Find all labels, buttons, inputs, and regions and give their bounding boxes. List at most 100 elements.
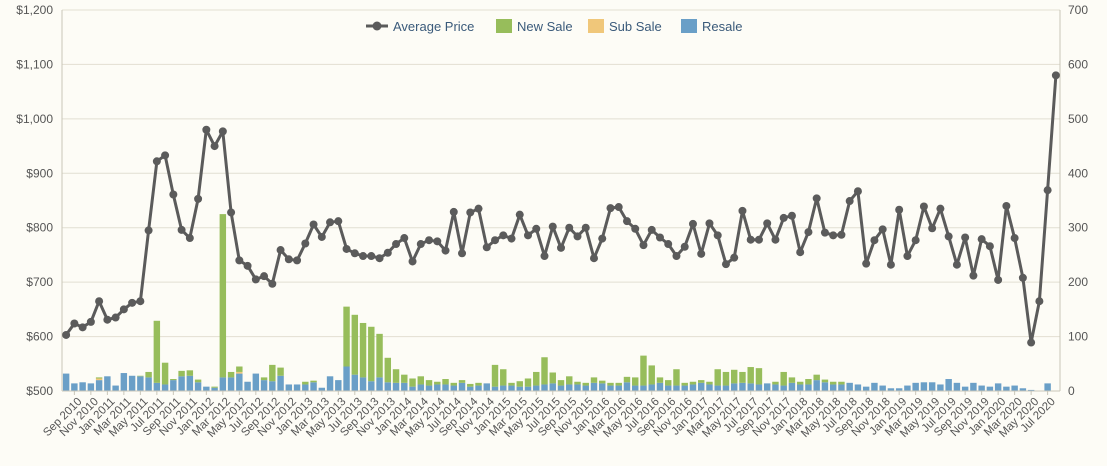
new-sale-bar (211, 386, 218, 388)
average-price-point (128, 298, 137, 307)
new-sale-bar (442, 379, 449, 385)
new-sale-bar (409, 378, 416, 387)
average-price-point (458, 249, 467, 258)
average-price-point (210, 142, 219, 151)
average-price-point (177, 225, 186, 234)
average-price-point (383, 248, 392, 257)
resale-bar (409, 386, 416, 391)
average-price-point (515, 210, 524, 219)
resale-bar (417, 384, 425, 391)
plot-area (62, 10, 1060, 391)
resale-bar (434, 384, 441, 391)
average-price-point (911, 236, 920, 245)
resale-bar (120, 373, 128, 391)
new-sale-bar (772, 381, 779, 385)
average-price-point (474, 204, 483, 213)
average-price-point (631, 224, 640, 233)
resale-bar (203, 386, 210, 391)
average-price-point (491, 236, 500, 245)
resale-bar (937, 384, 944, 391)
resale-bar (739, 382, 746, 391)
average-price-point (977, 235, 986, 244)
new-sale-bar (590, 377, 598, 383)
average-price-point (309, 220, 318, 229)
new-sale-bar (153, 320, 161, 383)
average-price-point (416, 240, 425, 249)
new-sale-bar (392, 369, 400, 383)
new-sale-bar (780, 371, 787, 386)
resale-bar (961, 386, 969, 391)
resale-bar (821, 382, 829, 391)
new-sale-bar (219, 214, 227, 378)
new-sale-bar (475, 382, 482, 386)
resale-bar (763, 383, 771, 391)
resale-bar (368, 381, 375, 391)
resale-bar (665, 385, 672, 391)
average-price-point (655, 233, 664, 242)
resale-bar (351, 374, 359, 391)
resale-bar (813, 380, 820, 391)
average-price-point (375, 254, 384, 263)
new-sale-bar (739, 371, 746, 383)
resale-bar (458, 382, 466, 391)
average-price-point (350, 249, 359, 258)
resale-bar (376, 377, 383, 391)
average-price-point (293, 256, 302, 265)
average-price-point (903, 252, 912, 261)
average-price-point (540, 252, 549, 261)
new-sale-bar (467, 383, 474, 387)
resale-bar (137, 376, 144, 391)
average-price-point (919, 202, 928, 211)
y-left-tick-label: $600 (26, 330, 53, 344)
legend-color-swatch (496, 19, 512, 33)
average-price-point (251, 275, 260, 284)
resale-bar (904, 385, 911, 391)
average-price-point (738, 206, 747, 215)
new-sale-bar (170, 379, 177, 381)
resale-bar (302, 384, 309, 391)
y-right-tick-label: 400 (1068, 166, 1088, 180)
legend-marker-swatch (372, 21, 382, 31)
resale-bar (244, 381, 251, 391)
new-sale-bar (194, 379, 202, 383)
resale-bar (219, 377, 227, 391)
new-sale-bar (260, 377, 268, 381)
resale-bar (706, 384, 713, 391)
resale-bar (128, 375, 136, 391)
new-sale-bar (632, 377, 639, 386)
average-price-point (169, 190, 178, 199)
resale-bar (194, 382, 202, 391)
bars (62, 214, 1051, 391)
average-price-point (994, 275, 1003, 284)
average-price-point (301, 239, 310, 248)
new-sale-bar (623, 376, 631, 383)
resale-bar (112, 385, 119, 391)
y-right-tick-label: 0 (1068, 384, 1075, 398)
average-price-point (647, 225, 656, 234)
average-price-point (688, 219, 697, 228)
legend: Average Price New Sale Sub Sale Resale (366, 19, 742, 34)
resale-bar (945, 379, 952, 391)
new-sale-bar (747, 367, 754, 384)
resale-bar (425, 385, 433, 391)
resale-bar (978, 385, 985, 391)
new-sale-bar (640, 355, 647, 386)
average-price-point (1002, 201, 1011, 210)
new-sale-bar (178, 370, 185, 377)
average-price-point (837, 230, 846, 239)
resale-bar (260, 380, 268, 391)
new-sale-bar (681, 382, 688, 386)
resale-bar (467, 386, 474, 391)
average-price-point (1027, 338, 1036, 347)
resale-bar (549, 383, 556, 391)
resale-bar (590, 382, 598, 391)
average-price-point (1043, 186, 1052, 195)
new-sale-bar (574, 381, 581, 385)
average-price-point (334, 217, 343, 226)
average-price-point (870, 236, 879, 245)
new-sale-bar (557, 380, 565, 386)
resale-bar (796, 384, 804, 391)
average-price-point (697, 249, 706, 258)
average-price-point (202, 125, 211, 134)
